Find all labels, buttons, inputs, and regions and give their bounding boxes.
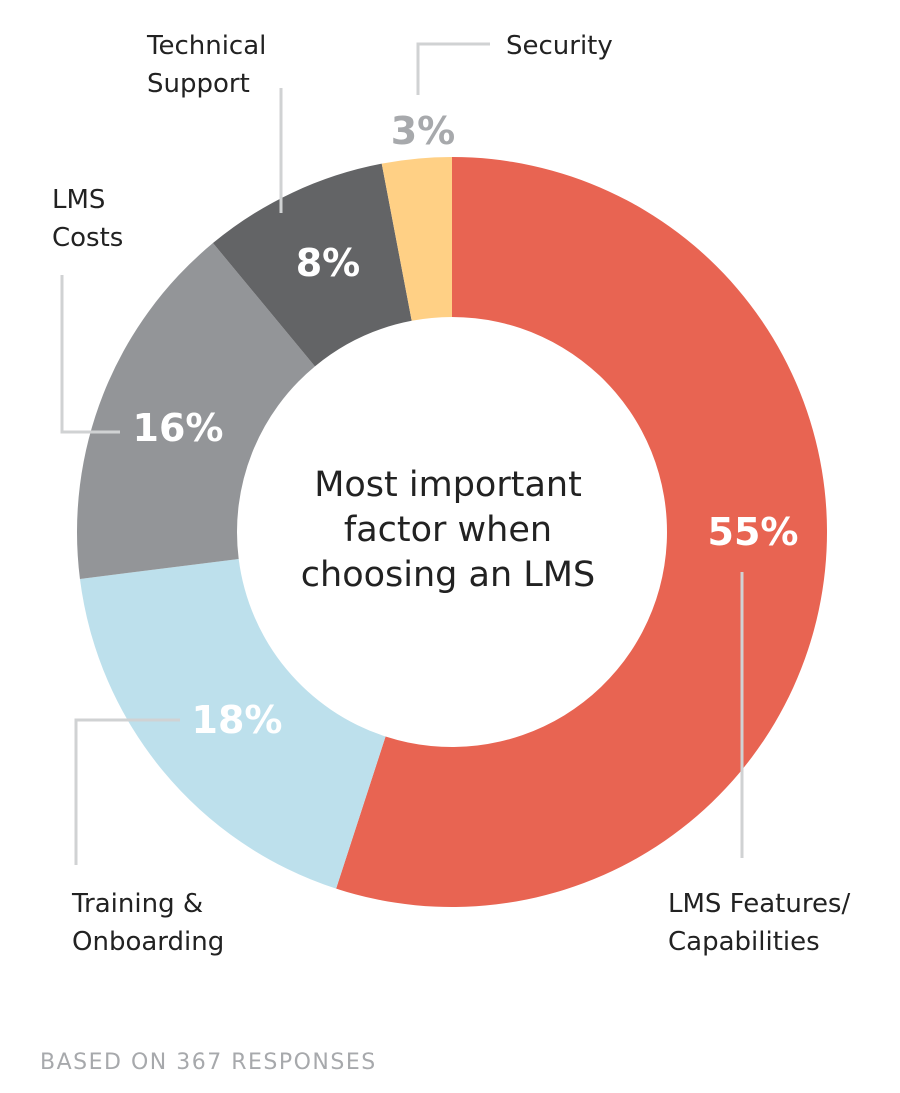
footnote: BASED ON 367 RESPONSES [40,1050,377,1075]
donut-slice-4 [381,157,452,321]
donut-slice-0 [336,157,828,907]
center-title-2: factor when [344,510,552,550]
donut-slice-2 [77,243,315,579]
value-label-technical-support: 8% [296,241,361,285]
donut-slice-1 [79,558,386,889]
category-label-security: Security [506,31,613,61]
center-title-3: choosing an LMS [301,555,595,595]
category-label-lms-costs-1: LMS [52,185,105,215]
value-label-lms-costs: 16% [133,406,224,450]
category-label-lms-features-2: Capabilities [668,927,820,957]
value-label-lms-features: 55% [708,510,799,554]
value-label-security: 3% [391,109,456,153]
category-label-technical-support-1: Technical [146,31,266,61]
center-title-1: Most important [314,465,582,505]
leader-line-security [416,42,490,95]
category-label-training-2: Onboarding [72,927,224,957]
leader-line-training [74,718,180,865]
category-label-training-1: Training & [71,889,203,919]
category-label-technical-support-2: Support [147,69,250,99]
donut-slice-3 [212,163,412,367]
leader-line-lms-costs [60,275,120,434]
category-label-lms-features-1: LMS Features/ [668,889,850,919]
leader-lines [60,42,744,865]
category-label-lms-costs-2: Costs [52,223,123,253]
value-label-training: 18% [192,698,283,742]
